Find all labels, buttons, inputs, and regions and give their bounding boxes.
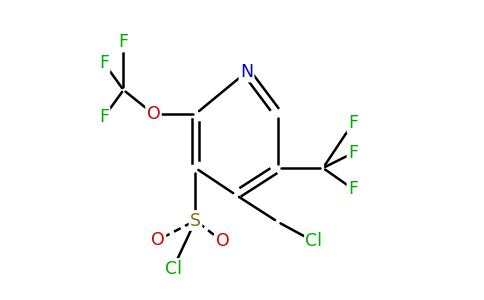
Text: Cl: Cl [165,260,182,278]
Text: F: F [348,144,358,162]
Text: F: F [99,108,109,126]
Text: F: F [119,33,128,51]
Text: O: O [216,232,229,250]
Text: N: N [240,63,253,81]
Text: F: F [348,180,358,198]
Text: S: S [190,212,201,230]
Text: F: F [348,114,358,132]
Text: O: O [151,231,165,249]
Text: F: F [99,54,109,72]
Text: Cl: Cl [305,232,322,250]
Text: O: O [147,105,160,123]
